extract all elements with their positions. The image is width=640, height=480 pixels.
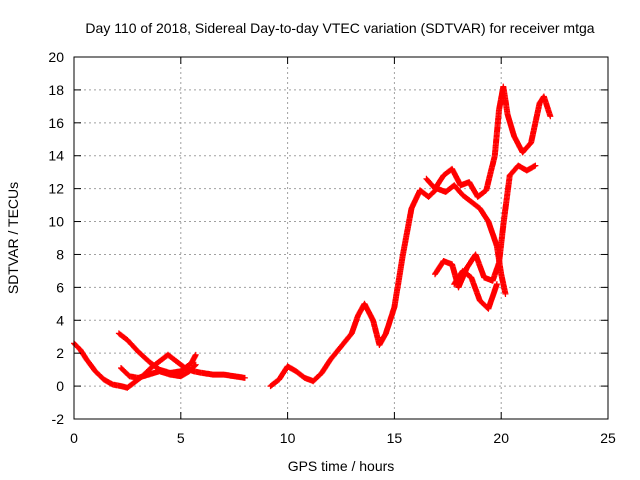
x-axis-title: GPS time / hours — [288, 458, 395, 474]
series-track — [267, 182, 509, 390]
axis-ticks: 0 5 10 15 20 25 -2 0 2 4 6 8 10 12 14 16 18 20 — [48, 49, 616, 446]
y-tick-label: 2 — [56, 345, 64, 361]
plot-frame — [73, 56, 609, 420]
y-tick-label: 12 — [48, 181, 64, 197]
y-tick-label: 10 — [48, 214, 64, 230]
series-track — [118, 361, 199, 381]
y-tick-label: 16 — [48, 115, 64, 131]
series-track — [432, 162, 539, 291]
y-tick-label: 8 — [56, 246, 64, 262]
x-tick-label: 5 — [177, 430, 185, 446]
x-tick-label: 0 — [70, 430, 78, 446]
y-tick-label: 20 — [48, 49, 64, 65]
y-tick-label: -2 — [52, 411, 65, 427]
series-markers — [451, 267, 500, 312]
chart-title: Day 110 of 2018, Sidereal Day-to-day VTE… — [85, 20, 594, 36]
y-axis-title: SDTVAR / TECUs — [5, 182, 21, 294]
x-tick-label: 25 — [600, 430, 616, 446]
y-tick-label: 18 — [48, 82, 64, 98]
data-series — [71, 83, 554, 391]
grid — [74, 57, 608, 419]
y-tick-label: 6 — [56, 279, 64, 295]
series-track — [423, 83, 554, 200]
x-tick-label: 15 — [387, 430, 403, 446]
series-track — [451, 267, 500, 312]
y-tick-label: 4 — [56, 312, 64, 328]
series-markers — [432, 162, 539, 291]
x-tick-label: 10 — [280, 430, 296, 446]
series-markers — [423, 83, 554, 200]
y-tick-label: 14 — [48, 148, 64, 164]
x-tick-label: 20 — [493, 430, 509, 446]
y-tick-label: 0 — [56, 378, 64, 394]
series-markers — [267, 182, 509, 390]
series-markers — [118, 361, 199, 381]
